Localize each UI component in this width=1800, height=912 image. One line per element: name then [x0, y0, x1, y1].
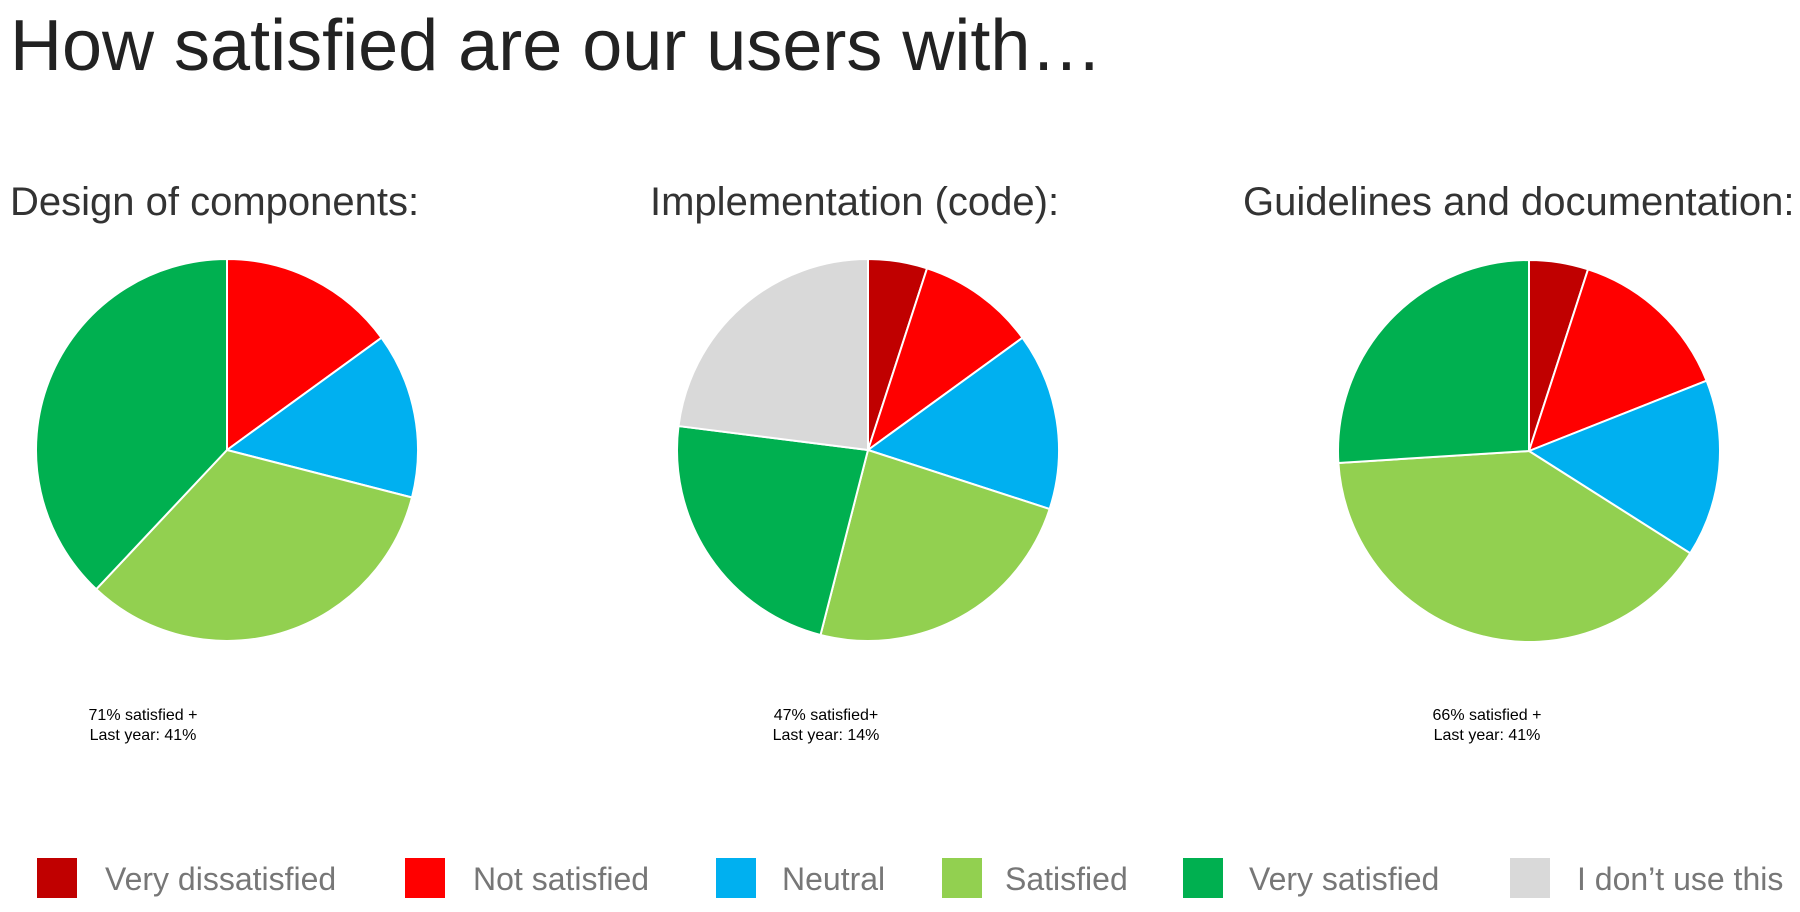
pie-slice [35, 257, 228, 591]
pie-slice [1337, 449, 1692, 643]
legend-label: Satisfied [1005, 861, 1128, 897]
annotation: Last year: 41% [1434, 727, 1541, 744]
legend-swatch [1510, 858, 1550, 898]
legend-swatch [37, 858, 77, 898]
pie-slice [865, 336, 1060, 511]
pie-slice [94, 448, 414, 642]
pie-slice [866, 267, 1024, 453]
chart-title: Design of components: [10, 180, 419, 224]
chart-title: Guidelines and documentation: [1243, 180, 1794, 224]
legend-swatch [716, 858, 756, 898]
legend-label: Not satisfied [473, 861, 649, 897]
pie-slice [1526, 379, 1721, 555]
annotation: 66% satisfied + [1433, 707, 1542, 724]
annotation: 71% satisfied + [89, 707, 198, 724]
annotation: Last year: 14% [773, 727, 880, 744]
annotation: 47% satisfied+ [774, 707, 879, 724]
pie-slice [224, 336, 419, 499]
legend-swatch [1183, 858, 1223, 898]
legend-label: Very satisfied [1249, 861, 1439, 897]
pie-slice [676, 424, 870, 637]
pie-slice [1527, 268, 1708, 453]
pie-slice [1337, 258, 1530, 465]
pie-slice [819, 448, 1051, 642]
legend-swatch [942, 858, 982, 898]
chart-title: Implementation (code): [650, 180, 1059, 224]
annotation: Last year: 41% [90, 727, 197, 744]
legend-label: Very dissatisfied [105, 861, 336, 897]
legend-label: I don’t use this [1577, 861, 1783, 897]
legend-swatch [405, 858, 445, 898]
pie-slice [677, 257, 869, 452]
legend-label: Neutral [782, 861, 885, 897]
pie-slice [226, 257, 383, 452]
page-title: How satisfied are our users with… [10, 6, 1102, 86]
